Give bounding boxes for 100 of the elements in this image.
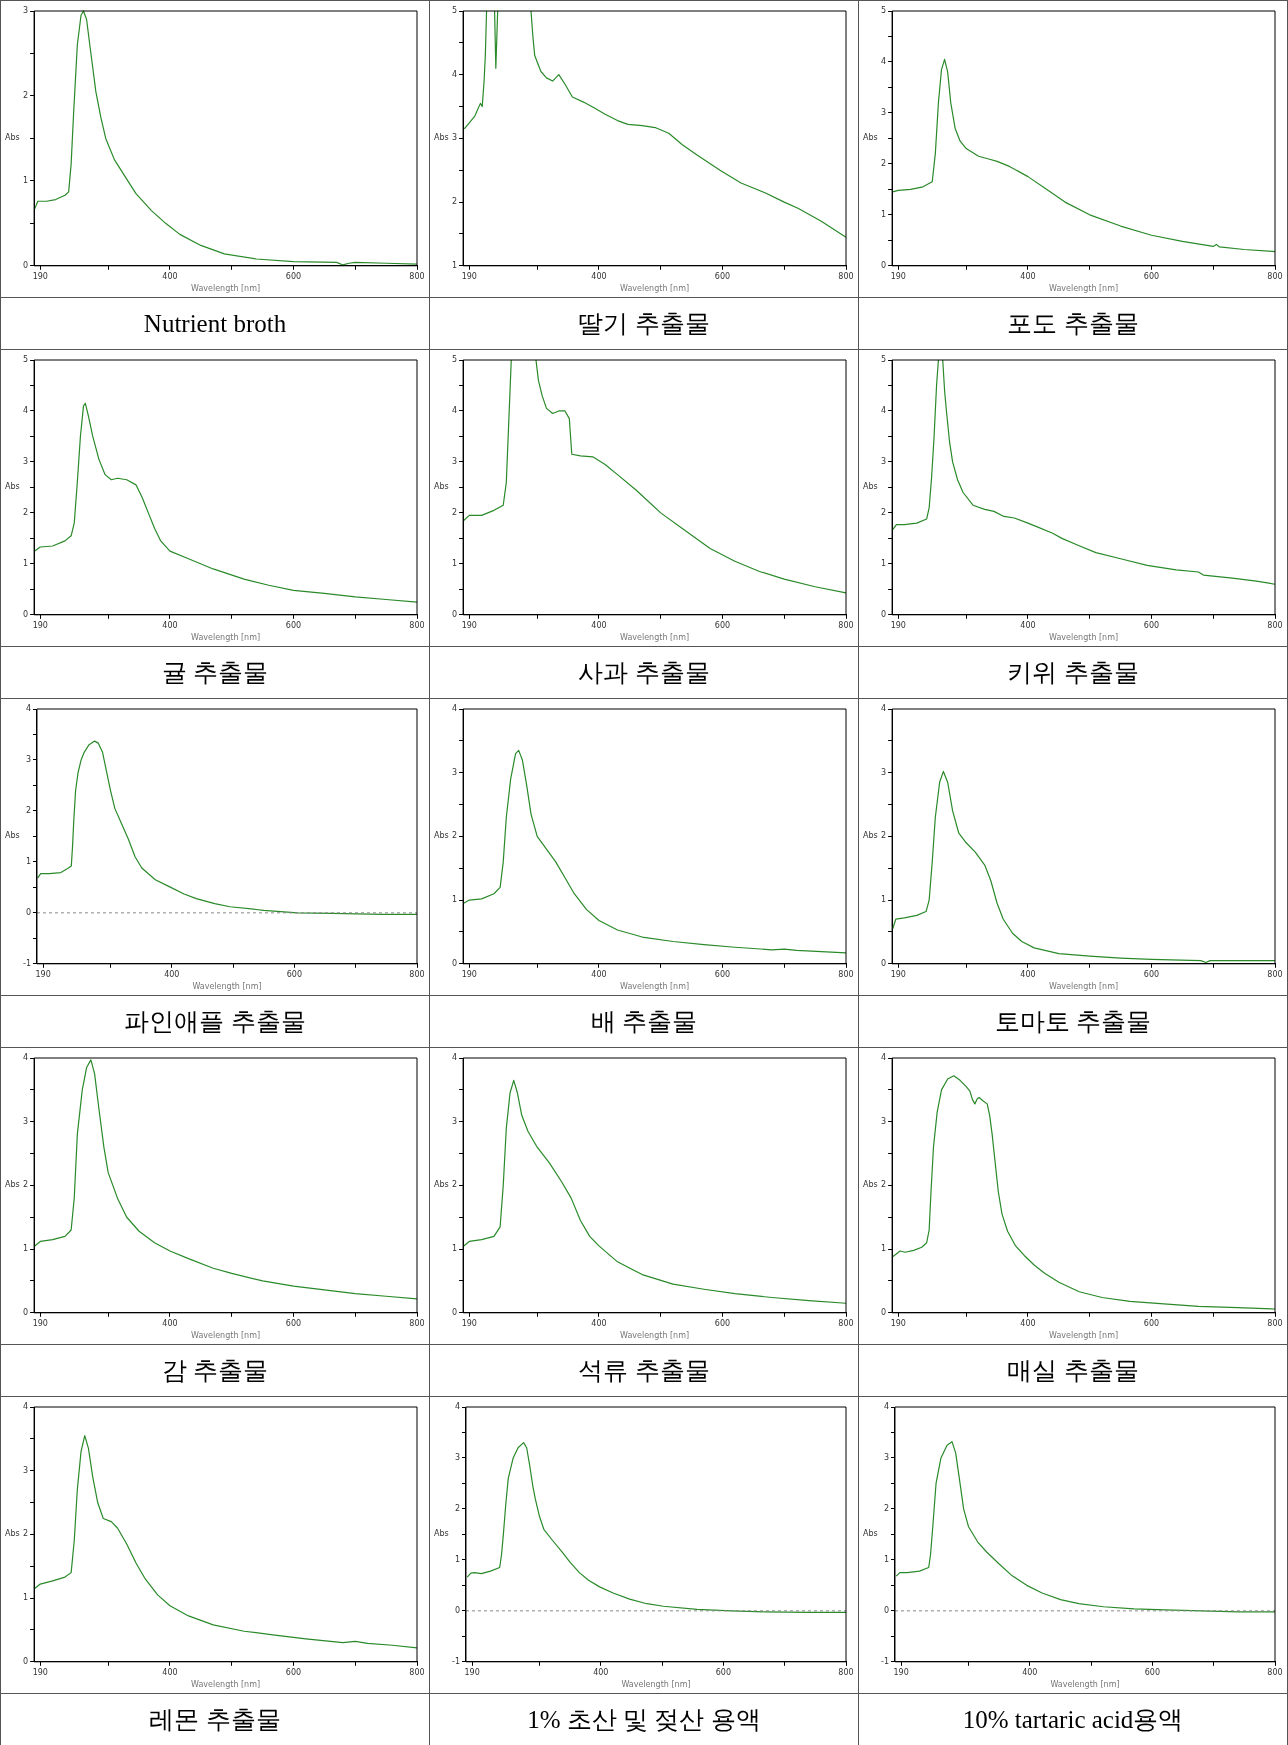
y-tick-label: 1 [881, 895, 887, 905]
y-tick-label: 3 [883, 1453, 889, 1463]
x-tick-label: 800 [409, 1318, 425, 1328]
x-tick-label: 600 [1143, 620, 1160, 630]
y-axis-title: Abs [5, 482, 20, 492]
y-tick-label: 3 [452, 1116, 458, 1126]
y-axis-title: Abs [5, 1180, 20, 1190]
x-tick-label: 800 [838, 1318, 854, 1328]
x-axis-title: Wavelength [nm] [1048, 1331, 1119, 1341]
x-tick-label: 190 [890, 969, 906, 979]
y-tick-label: -1 [451, 1656, 460, 1666]
text: 토마토 추출물 [859, 995, 1287, 1047]
x-tick-label: 800 [1267, 620, 1283, 630]
y-axis-title: Abs [5, 831, 20, 841]
y-tick-label: 2 [25, 806, 31, 815]
x-tick-label: 400 [162, 1318, 178, 1328]
y-tick-label: 5 [452, 6, 458, 16]
x-tick-label: 190 [32, 1318, 48, 1328]
y-tick-label: 1 [452, 895, 458, 905]
x-tick-label: 190 [461, 1318, 477, 1328]
y-tick-label: 2 [452, 197, 458, 207]
x-axis-title: Wavelength [nm] [619, 633, 690, 643]
x-tick-label: 400 [593, 1667, 609, 1677]
y-tick-label: 0 [23, 1307, 29, 1317]
x-tick-label: 600 [285, 271, 302, 281]
x-tick-label: 600 [1143, 271, 1160, 281]
y-tick-label: 5 [881, 6, 887, 16]
y-tick-label: 1 [881, 1244, 887, 1254]
x-tick-label: 600 [714, 271, 731, 281]
text: 귤 추출물 [1, 646, 429, 698]
x-tick-label: 190 [32, 1667, 48, 1677]
y-tick-label: 2 [454, 1504, 460, 1513]
y-tick-label: 0 [23, 609, 29, 619]
y-tick-label: 1 [452, 1244, 458, 1254]
text: 1% 초산 및 젖산 용액 [430, 1693, 858, 1745]
y-tick-label: 2 [881, 507, 887, 517]
y-tick-label: 2 [452, 831, 458, 841]
x-tick-label: 600 [285, 1667, 302, 1677]
y-tick-label: 1 [454, 1554, 460, 1564]
x-tick-label: 400 [591, 969, 607, 979]
x-tick-label: 600 [285, 620, 302, 630]
y-tick-label: 1 [452, 260, 458, 270]
x-axis-title: Wavelength [nm] [1048, 284, 1119, 294]
y-tick-label: 0 [23, 1656, 29, 1666]
y-tick-label: 3 [881, 767, 887, 777]
y-tick-label: -1 [22, 958, 31, 968]
y-tick-label: 0 [883, 1605, 889, 1615]
y-tick-label: 5 [23, 355, 29, 365]
x-axis-title: Wavelength [nm] [619, 982, 690, 992]
text: Nutrient broth [1, 297, 429, 349]
x-tick-label: 190 [890, 1318, 906, 1328]
y-tick-label: 0 [881, 958, 887, 968]
x-tick-label: 800 [409, 1667, 425, 1677]
x-tick-label: 800 [1267, 1667, 1283, 1677]
y-tick-label: 0 [452, 958, 458, 968]
x-axis-title: Wavelength [nm] [1048, 982, 1119, 992]
y-tick-label: 3 [25, 755, 31, 765]
x-tick-label: 400 [162, 620, 178, 630]
y-tick-label: 4 [452, 1053, 458, 1063]
y-tick-label: 4 [452, 406, 458, 416]
y-tick-label: 1 [452, 558, 458, 568]
y-tick-label: 3 [452, 133, 458, 143]
y-tick-label: 2 [881, 158, 887, 168]
x-tick-label: 600 [714, 620, 731, 630]
x-tick-label: 600 [1143, 1318, 1160, 1328]
x-axis-title: Wavelength [nm] [190, 284, 261, 294]
x-tick-label: 800 [838, 620, 854, 630]
y-axis-title: Abs [5, 1529, 20, 1539]
y-axis-title: Abs [863, 133, 878, 143]
y-tick-label: 3 [881, 457, 887, 466]
text: 10% tartaric acid용액 [859, 1693, 1287, 1745]
y-tick-label: 0 [454, 1605, 460, 1615]
x-tick-label: 400 [1020, 271, 1036, 281]
y-axis-title: Abs [434, 1529, 449, 1539]
x-tick-label: 600 [715, 1667, 732, 1677]
x-tick-label: 800 [409, 620, 425, 630]
y-tick-label: 4 [454, 1402, 460, 1412]
x-tick-label: 600 [1144, 1667, 1161, 1677]
y-tick-label: 4 [23, 1053, 29, 1063]
y-tick-label: 2 [452, 507, 458, 517]
y-tick-label: 2 [23, 1529, 29, 1539]
y-tick-label: 0 [881, 260, 887, 270]
x-tick-label: 600 [714, 969, 731, 979]
x-axis-title: Wavelength [nm] [190, 1331, 261, 1341]
x-tick-label: 400 [164, 969, 180, 979]
y-tick-label: 0 [452, 1307, 458, 1317]
x-axis-title: Wavelength [nm] [619, 1331, 690, 1341]
y-tick-label: 4 [25, 704, 31, 714]
x-tick-label: 800 [838, 271, 854, 281]
x-tick-label: 190 [461, 271, 477, 281]
text: 배 추출물 [430, 995, 858, 1047]
x-tick-label: 190 [890, 620, 906, 630]
y-axis-title: Abs [863, 1529, 878, 1539]
y-tick-label: 4 [881, 704, 887, 714]
x-axis-title: Wavelength [nm] [190, 633, 261, 643]
x-axis-title: Wavelength [nm] [1048, 633, 1119, 643]
y-axis-title: Abs [863, 482, 878, 492]
y-tick-label: 1 [881, 558, 887, 568]
y-tick-label: 4 [23, 1402, 29, 1412]
y-tick-label: 0 [23, 260, 29, 270]
